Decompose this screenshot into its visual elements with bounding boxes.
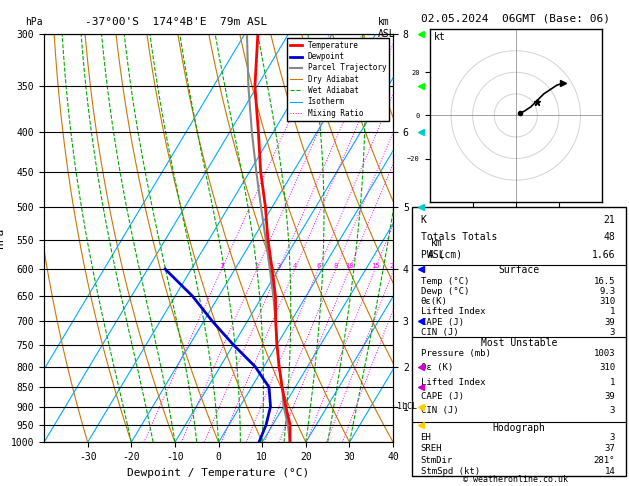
Text: 39: 39	[604, 318, 615, 327]
Y-axis label: hPa: hPa	[0, 228, 5, 248]
Text: 4: 4	[293, 263, 297, 269]
Text: 3: 3	[277, 263, 281, 269]
Text: Dewp (°C): Dewp (°C)	[421, 287, 469, 296]
Text: 2: 2	[255, 263, 259, 269]
Text: hPa: hPa	[25, 17, 43, 27]
Text: 48: 48	[603, 232, 615, 242]
Text: θε(K): θε(K)	[421, 297, 447, 306]
Text: 1: 1	[610, 308, 615, 316]
Text: StmDir: StmDir	[421, 456, 453, 465]
Text: 6: 6	[316, 263, 321, 269]
Text: Hodograph: Hodograph	[493, 423, 545, 433]
Text: 37: 37	[604, 445, 615, 453]
Text: Lifted Index: Lifted Index	[421, 308, 485, 316]
Text: CIN (J): CIN (J)	[421, 328, 458, 337]
Text: 1003: 1003	[594, 349, 615, 358]
Text: Totals Totals: Totals Totals	[421, 232, 497, 242]
Text: CAPE (J): CAPE (J)	[421, 392, 464, 401]
Text: 310: 310	[599, 297, 615, 306]
Text: 1: 1	[220, 263, 224, 269]
Text: -37°00'S  174°4B'E  79m ASL: -37°00'S 174°4B'E 79m ASL	[85, 17, 267, 27]
Text: kt: kt	[434, 32, 445, 42]
Text: km
ASL: km ASL	[377, 17, 395, 38]
Text: CIN (J): CIN (J)	[421, 406, 458, 415]
Text: Lifted Index: Lifted Index	[421, 378, 485, 386]
Text: 14: 14	[604, 467, 615, 476]
Text: 281°: 281°	[594, 456, 615, 465]
Text: 10: 10	[345, 263, 353, 269]
Text: 310: 310	[599, 363, 615, 372]
Text: PW (cm): PW (cm)	[421, 250, 462, 260]
Text: 02.05.2024  06GMT (Base: 06): 02.05.2024 06GMT (Base: 06)	[421, 14, 610, 24]
Text: 21: 21	[603, 215, 615, 225]
Text: Pressure (mb): Pressure (mb)	[421, 349, 491, 358]
Text: 39: 39	[604, 392, 615, 401]
Text: Temp (°C): Temp (°C)	[421, 277, 469, 286]
X-axis label: Dewpoint / Temperature (°C): Dewpoint / Temperature (°C)	[128, 468, 309, 478]
Text: 1: 1	[610, 378, 615, 386]
Y-axis label: km
ASL: km ASL	[428, 238, 445, 260]
Text: 3: 3	[610, 328, 615, 337]
Legend: Temperature, Dewpoint, Parcel Trajectory, Dry Adiabat, Wet Adiabat, Isotherm, Mi: Temperature, Dewpoint, Parcel Trajectory…	[287, 38, 389, 121]
Text: 8: 8	[333, 263, 338, 269]
Text: 3: 3	[610, 406, 615, 415]
Text: 1LCL: 1LCL	[398, 402, 417, 411]
Text: 1.66: 1.66	[592, 250, 615, 260]
Text: Surface: Surface	[498, 265, 540, 276]
Text: SREH: SREH	[421, 445, 442, 453]
Text: StmSpd (kt): StmSpd (kt)	[421, 467, 480, 476]
Text: CAPE (J): CAPE (J)	[421, 318, 464, 327]
Text: EH: EH	[421, 433, 431, 442]
Text: K: K	[421, 215, 426, 225]
Text: θε (K): θε (K)	[421, 363, 453, 372]
Text: 20: 20	[390, 263, 398, 269]
Text: 15: 15	[371, 263, 379, 269]
Text: 16.5: 16.5	[594, 277, 615, 286]
Text: 9.3: 9.3	[599, 287, 615, 296]
Text: 3: 3	[610, 433, 615, 442]
Text: © weatheronline.co.uk: © weatheronline.co.uk	[464, 475, 568, 484]
Text: Most Unstable: Most Unstable	[481, 338, 557, 348]
